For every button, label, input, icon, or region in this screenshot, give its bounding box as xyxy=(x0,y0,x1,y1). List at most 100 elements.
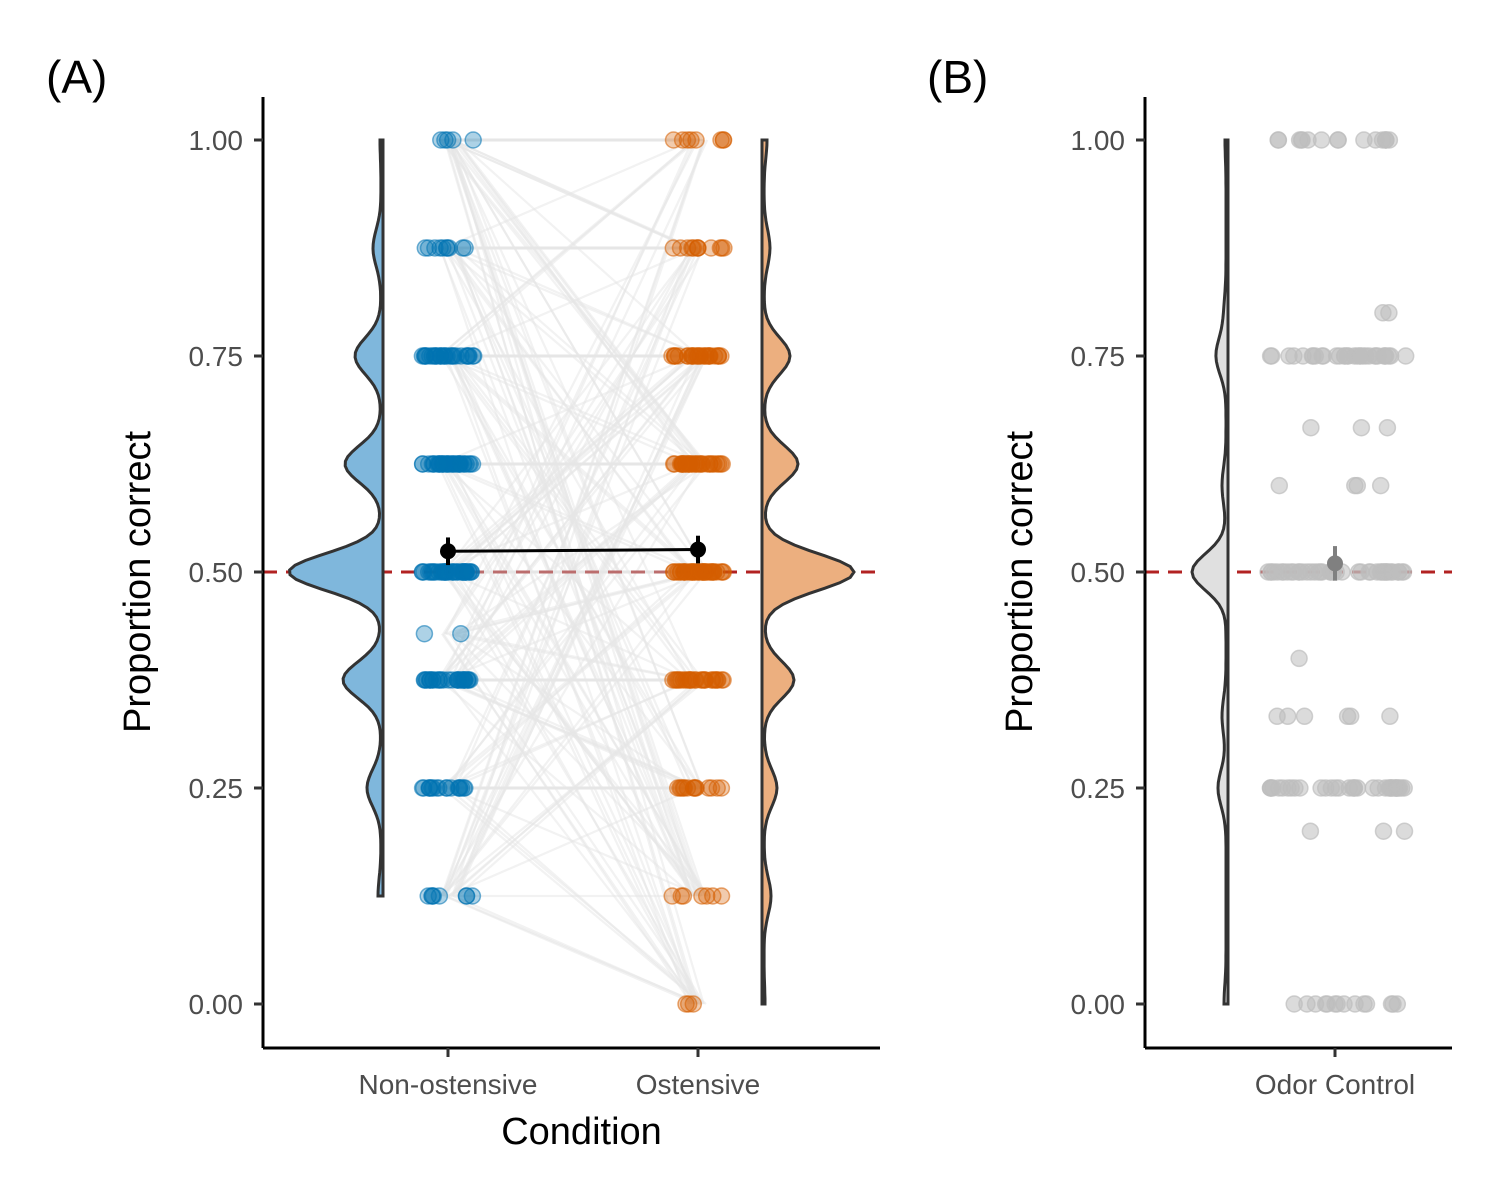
point-odor-control xyxy=(1292,131,1311,149)
point-odor-control xyxy=(1378,418,1397,437)
point-ostensive xyxy=(699,347,717,365)
paired-line xyxy=(448,139,701,897)
point-odor-control xyxy=(1389,563,1408,581)
paired-line xyxy=(438,139,696,357)
paired-line xyxy=(450,355,691,1005)
point-ostensive xyxy=(664,131,683,149)
paired-line xyxy=(447,139,704,789)
point-odor-control xyxy=(1261,779,1280,797)
paired-line xyxy=(446,247,703,897)
paired-line xyxy=(438,462,693,574)
paired-line xyxy=(439,679,694,897)
point-ostensive xyxy=(664,239,683,257)
paired-line xyxy=(454,247,699,897)
paired-line xyxy=(441,633,696,1005)
point-non-ostensive xyxy=(419,887,437,905)
point-non-ostensive xyxy=(419,239,438,257)
paired-line xyxy=(443,571,701,789)
panel-a-tag: (A) xyxy=(46,51,108,103)
point-non-ostensive xyxy=(438,131,457,149)
paired-line xyxy=(455,787,703,1005)
point-odor-control xyxy=(1311,563,1330,581)
paired-line xyxy=(454,247,694,789)
point-odor-control xyxy=(1329,131,1347,149)
point-non-ostensive xyxy=(457,455,475,473)
point-ostensive xyxy=(675,563,693,581)
point-odor-control xyxy=(1268,707,1286,726)
paired-line xyxy=(448,139,694,897)
y-tick-label-b: 0.50 xyxy=(1071,557,1126,588)
paired-line xyxy=(440,355,708,897)
paired-line xyxy=(443,355,694,573)
paired-line xyxy=(446,786,696,898)
paired-line xyxy=(446,355,704,573)
paired-line xyxy=(455,571,696,897)
point-non-ostensive xyxy=(430,563,448,581)
paired-line xyxy=(450,355,694,573)
paired-line xyxy=(445,246,698,358)
paired-line xyxy=(453,570,707,635)
point-non-ostensive xyxy=(453,563,471,581)
paired-line xyxy=(437,247,698,681)
paired-line xyxy=(449,139,708,573)
panel-b-tag: (B) xyxy=(927,51,989,103)
paired-line xyxy=(454,139,704,465)
paired-line xyxy=(451,678,691,790)
paired-line xyxy=(447,355,693,681)
point-ostensive xyxy=(686,671,704,689)
point-non-ostensive xyxy=(418,671,436,689)
paired-line xyxy=(449,139,709,573)
point-non-ostensive xyxy=(413,779,432,797)
paired-line xyxy=(444,138,693,250)
paired-line xyxy=(456,247,705,465)
point-ostensive xyxy=(673,131,692,149)
point-ostensive xyxy=(678,239,697,257)
paired-line xyxy=(438,678,704,790)
paired-line xyxy=(451,355,698,897)
paired-line xyxy=(441,139,697,681)
point-odor-control xyxy=(1395,822,1414,840)
paired-line xyxy=(445,894,702,1006)
paired-line xyxy=(442,678,693,790)
paired-line xyxy=(444,571,701,897)
point-odor-control xyxy=(1388,995,1407,1013)
paired-line xyxy=(449,139,694,681)
paired-line xyxy=(451,247,690,789)
point-odor-control xyxy=(1330,347,1349,365)
paired-line xyxy=(449,139,699,681)
paired-line xyxy=(450,355,698,681)
point-ostensive xyxy=(712,779,731,797)
paired-line xyxy=(447,787,707,1005)
point-odor-control xyxy=(1285,347,1303,365)
paired-line xyxy=(444,570,701,635)
paired-line xyxy=(444,463,708,789)
point-ostensive xyxy=(674,887,693,905)
point-ostensive xyxy=(705,347,724,365)
point-non-ostensive xyxy=(424,887,443,905)
paired-line xyxy=(439,354,694,466)
paired-line xyxy=(457,632,693,682)
paired-line xyxy=(451,571,690,789)
point-odor-control xyxy=(1381,707,1399,726)
paired-line xyxy=(441,463,690,681)
paired-line xyxy=(441,355,702,789)
paired-line xyxy=(440,463,698,1005)
paired-line xyxy=(442,247,694,635)
paired-line xyxy=(450,355,694,897)
point-non-ostensive xyxy=(413,455,432,473)
point-ostensive xyxy=(693,887,711,905)
paired-line xyxy=(451,355,693,573)
point-non-ostensive xyxy=(432,347,450,365)
point-ostensive xyxy=(711,455,730,473)
point-odor-control xyxy=(1338,707,1357,726)
density-ostensive xyxy=(760,138,856,1006)
paired-line xyxy=(442,571,707,897)
paired-line xyxy=(444,247,706,635)
point-non-ostensive xyxy=(432,131,450,149)
point-odor-control xyxy=(1396,347,1415,365)
y-axis-title-a: Proportion correct xyxy=(117,431,159,733)
point-ostensive xyxy=(663,347,681,365)
paired-line xyxy=(443,139,699,1005)
point-odor-control xyxy=(1345,779,1364,797)
